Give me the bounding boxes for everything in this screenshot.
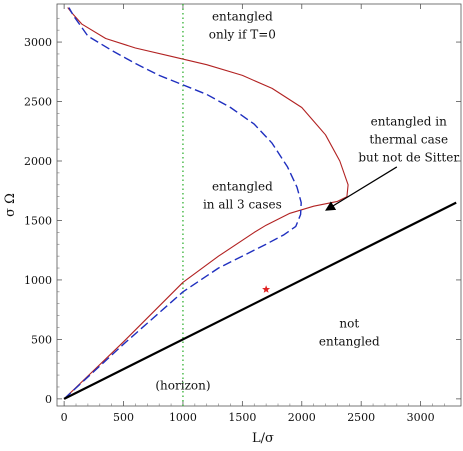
y-tick-label: 0 (45, 393, 52, 406)
x-tick-label: 2500 (347, 411, 375, 424)
annotation-arrow (325, 166, 398, 211)
annotation-only_t0: entangled (212, 10, 273, 24)
y-tick-label: 1500 (24, 214, 52, 227)
annotation-all_three: in all 3 cases (203, 198, 282, 212)
y-axis-label: σ Ω (3, 193, 18, 217)
annotation-thermal_not_ds: but not de Sitter (358, 150, 459, 164)
x-axis-label: L/σ (252, 431, 274, 446)
annotation-only_t0: only if T=0 (209, 28, 276, 42)
x-tick-label: 1500 (228, 411, 256, 424)
x-tick-label: 3000 (407, 411, 435, 424)
x-tick-label: 500 (113, 411, 134, 424)
annotation-not_entangled: not (339, 317, 359, 331)
plot-frame (56, 3, 462, 407)
star-marker (262, 285, 271, 293)
annotation-thermal_not_ds: thermal case (369, 132, 448, 146)
series-thermal-line (63, 7, 349, 400)
annotation-horizon: (horizon) (155, 378, 210, 392)
series-boundary-line (63, 201, 457, 400)
annotation-not_entangled: entangled (319, 335, 380, 349)
series-de_sitter-line (63, 7, 302, 400)
annotation-thermal_not_ds: entangled in (371, 114, 447, 128)
x-tick-label: 1000 (169, 411, 197, 424)
x-tick-label: 0 (61, 411, 68, 424)
x-tick-label: 2000 (288, 411, 316, 424)
y-tick-label: 2000 (24, 155, 52, 168)
y-tick-label: 2500 (24, 96, 52, 109)
y-tick-label: 500 (31, 333, 52, 346)
annotation-all_three: entangled (212, 180, 273, 194)
y-tick-label: 1000 (24, 274, 52, 287)
y-tick-label: 3000 (24, 36, 52, 49)
